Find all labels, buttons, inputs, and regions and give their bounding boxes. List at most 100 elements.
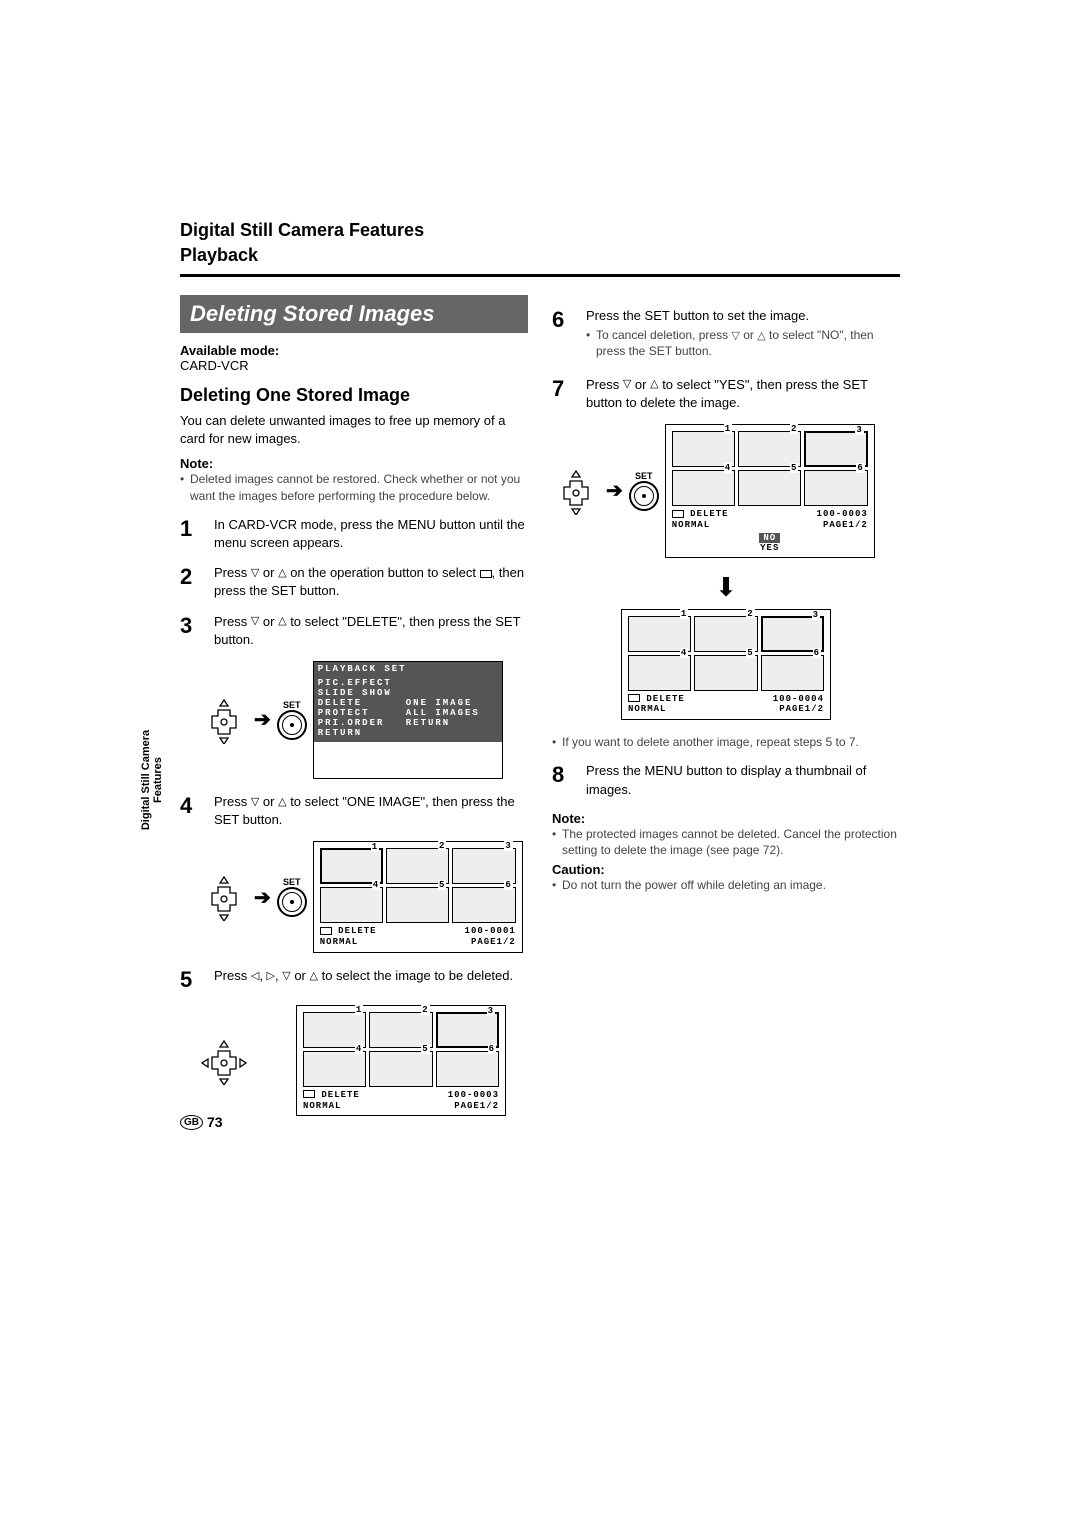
step-sub: To cancel deletion, press ▽ or △ to sele… <box>586 327 900 359</box>
step-number: 8 <box>552 762 574 798</box>
figure-step7b: 1 2 3 4 5 6 DELETENORMAL 100-0004PAGE1/2 <box>552 609 900 721</box>
note2-list: The protected images cannot be deleted. … <box>552 826 900 858</box>
thumbnail: 2 <box>694 616 757 652</box>
thumbnail: 1 <box>672 431 735 467</box>
step-number: 3 <box>180 613 202 649</box>
step-1: 1 In CARD-VCR mode, press the MENU butto… <box>180 516 528 552</box>
right-column: 6 Press the SET button to set the image.… <box>552 295 900 1130</box>
thumbnail: 6 <box>761 655 824 691</box>
thumbnail: 6 <box>804 470 867 506</box>
note-item: Deleted images cannot be restored. Check… <box>180 471 528 503</box>
note-label: Note: <box>180 456 528 471</box>
figure-step7a: ➔ SET 1 2 3 4 5 6 DELETENORMAL <box>552 424 900 558</box>
thumbnail: 2 <box>738 431 801 467</box>
thumbnail: 1 <box>303 1012 366 1048</box>
step-5: 5 Press ◁, ▷, ▽ or △ to select the image… <box>180 967 528 993</box>
no-yes-selector: NO YES <box>672 533 868 553</box>
step-8: 8 Press the MENU button to display a thu… <box>552 762 900 798</box>
figure-step5: 1 2 3 4 5 6 DELETENORMAL 100-0003PAGE1/2 <box>200 1005 528 1117</box>
step-number: 1 <box>180 516 202 552</box>
set-control: SET <box>277 700 307 740</box>
thumbnail: 2 <box>369 1012 432 1048</box>
up-triangle-icon: △ <box>278 566 286 581</box>
thumbnail: 4 <box>672 470 735 506</box>
set-control: SET <box>277 877 307 917</box>
dpad-icon <box>552 467 600 515</box>
caution-label: Caution: <box>552 862 900 877</box>
step-3: 3 Press ▽ or △ to select "DELETE", then … <box>180 613 528 649</box>
step-number: 7 <box>552 376 574 412</box>
intro-text: You can delete unwanted images to free u… <box>180 412 528 448</box>
thumbnail: 3 <box>761 616 824 652</box>
dpad-icon <box>200 873 248 921</box>
step-number: 4 <box>180 793 202 829</box>
note-list: Deleted images cannot be restored. Check… <box>180 471 528 503</box>
step-text: Press ▽ or △ to select "ONE IMAGE", then… <box>214 793 528 829</box>
step-text: In CARD-VCR mode, press the MENU button … <box>214 516 528 552</box>
note2-label: Note: <box>552 811 900 826</box>
step-6: 6 Press the SET button to set the image.… <box>552 307 900 364</box>
set-ring-icon <box>277 887 307 917</box>
thumbnail: 3 <box>452 848 515 884</box>
section-banner: Deleting Stored Images <box>180 295 528 333</box>
thumbnail: 4 <box>303 1051 366 1087</box>
thumbnail-screen: 1 2 3 4 5 6 DELETENORMAL 100-0001PAGE1/2 <box>313 841 523 953</box>
yes-option: YES <box>756 543 783 553</box>
header-subtitle: Playback <box>180 245 900 266</box>
step-7: 7 Press ▽ or △ to select "YES", then pre… <box>552 376 900 412</box>
thumbnail-screen: 1 2 3 4 5 6 DELETENORMAL 100-0004PAGE1/2 <box>621 609 831 721</box>
set-label: SET <box>277 877 307 887</box>
thumbnail-screen: 1 2 3 4 5 6 DELETENORMAL 100-0003PAGE1/2 <box>296 1005 506 1117</box>
caution-list: Do not turn the power off while deleting… <box>552 877 900 893</box>
step-2: 2 Press ▽ or △ on the operation button t… <box>180 564 528 600</box>
thumbnail: 6 <box>452 887 515 923</box>
thumbnail: 5 <box>386 887 449 923</box>
thumbnail: 3 <box>436 1012 499 1048</box>
card-icon <box>480 570 492 578</box>
header-title: Digital Still Camera Features <box>180 220 900 241</box>
thumbnail: 4 <box>628 655 691 691</box>
dpad-icon <box>200 1037 248 1085</box>
thumbnail: 2 <box>386 848 449 884</box>
step-number: 2 <box>180 564 202 600</box>
step-text: Press ▽ or △ to select "DELETE", then pr… <box>214 613 528 649</box>
down-arrow-icon: ⬇ <box>552 572 900 603</box>
set-ring-icon <box>277 710 307 740</box>
up-triangle-icon: △ <box>278 614 286 629</box>
set-label: SET <box>629 471 659 481</box>
down-triangle-icon: ▽ <box>731 329 739 344</box>
caution-item: Do not turn the power off while deleting… <box>552 877 900 893</box>
side-tab: Digital Still CameraFeatures <box>140 710 164 850</box>
header-rule <box>180 274 900 277</box>
available-mode-label: Available mode: <box>180 343 528 358</box>
right-triangle-icon: ▷ <box>267 969 275 984</box>
arrow-right-icon: ➔ <box>254 707 271 732</box>
figure-step3: ➔ SET PLAYBACK SET PIC.EFFECT SLIDE SHOW… <box>200 661 528 779</box>
set-control: SET <box>629 471 659 511</box>
set-ring-icon <box>629 481 659 511</box>
up-triangle-icon: △ <box>757 329 765 344</box>
thumbnail: 1 <box>628 616 691 652</box>
thumbnail: 5 <box>738 470 801 506</box>
thumbnail: 1 <box>320 848 383 884</box>
dpad-icon <box>200 696 248 744</box>
thumbnail: 5 <box>369 1051 432 1087</box>
subheading: Deleting One Stored Image <box>180 385 528 406</box>
thumbnail: 5 <box>694 655 757 691</box>
step-text: Press ▽ or △ on the operation button to … <box>214 564 528 600</box>
arrow-right-icon: ➔ <box>606 478 623 503</box>
up-triangle-icon: △ <box>310 969 318 984</box>
up-triangle-icon: △ <box>650 377 658 392</box>
note2-item: The protected images cannot be deleted. … <box>552 826 900 858</box>
set-label: SET <box>277 700 307 710</box>
thumbnail-screen: 1 2 3 4 5 6 DELETENORMAL 100-0003PAGE1/2… <box>665 424 875 558</box>
step-text: Press the MENU button to display a thumb… <box>586 762 900 798</box>
after-step7-note: If you want to delete another image, rep… <box>552 734 900 750</box>
step-text: Press the SET button to set the image. T… <box>586 307 900 364</box>
step-number: 5 <box>180 967 202 993</box>
step-text: Press ▽ or △ to select "YES", then press… <box>586 376 900 412</box>
step-4: 4 Press ▽ or △ to select "ONE IMAGE", th… <box>180 793 528 829</box>
down-triangle-icon: ▽ <box>282 969 290 984</box>
arrow-right-icon: ➔ <box>254 885 271 910</box>
thumbnail: 4 <box>320 887 383 923</box>
